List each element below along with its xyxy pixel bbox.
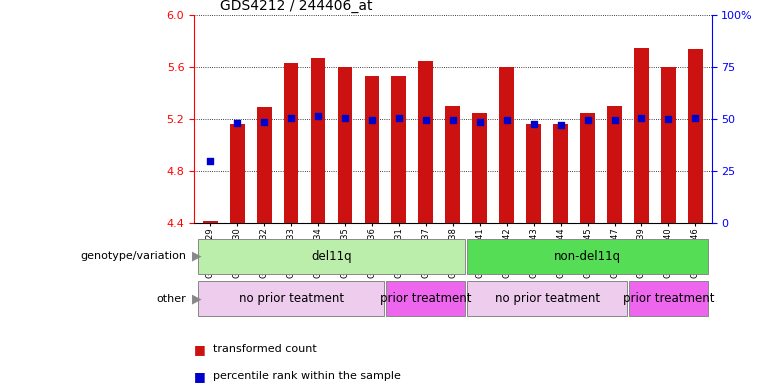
Point — [662, 116, 674, 122]
Bar — [467, 239, 708, 274]
Point — [447, 117, 459, 123]
Text: non-del11q: non-del11q — [554, 250, 621, 263]
Point — [258, 119, 270, 125]
Point — [501, 117, 513, 123]
Bar — [580, 113, 595, 223]
Bar — [661, 67, 676, 223]
Bar — [634, 48, 649, 223]
Text: transformed count: transformed count — [213, 344, 317, 354]
Bar — [391, 76, 406, 223]
Point — [393, 115, 405, 121]
Text: prior treatment: prior treatment — [622, 292, 714, 305]
Text: GDS4212 / 244406_at: GDS4212 / 244406_at — [220, 0, 372, 13]
Bar — [499, 67, 514, 223]
Text: no prior teatment: no prior teatment — [238, 292, 344, 305]
Point — [204, 157, 216, 164]
Text: del11q: del11q — [311, 250, 352, 263]
Text: ▶: ▶ — [192, 292, 202, 305]
Bar — [284, 63, 298, 223]
Point — [635, 115, 648, 121]
Text: other: other — [157, 293, 186, 304]
Bar — [256, 108, 272, 223]
Bar — [198, 281, 384, 316]
Point — [527, 121, 540, 127]
Point — [555, 122, 567, 128]
Point — [608, 117, 620, 123]
Point — [581, 117, 594, 123]
Point — [689, 115, 702, 121]
Bar — [310, 58, 326, 223]
Bar — [203, 222, 218, 223]
Bar — [607, 106, 622, 223]
Bar — [365, 76, 379, 223]
Point — [420, 117, 432, 123]
Bar — [553, 124, 568, 223]
Text: genotype/variation: genotype/variation — [81, 251, 186, 262]
Bar — [527, 124, 541, 223]
Bar — [467, 281, 627, 316]
Text: prior treatment: prior treatment — [380, 292, 472, 305]
Point — [339, 115, 351, 121]
Bar — [338, 67, 352, 223]
Point — [231, 120, 244, 126]
Point — [473, 119, 486, 125]
Bar — [688, 49, 702, 223]
Bar — [230, 124, 244, 223]
Text: ▶: ▶ — [192, 250, 202, 263]
Bar — [629, 281, 708, 316]
Text: ■: ■ — [194, 370, 205, 383]
Bar — [419, 61, 433, 223]
Bar — [198, 239, 465, 274]
Point — [312, 113, 324, 119]
Point — [285, 115, 297, 121]
Bar — [473, 113, 487, 223]
Text: no prior teatment: no prior teatment — [495, 292, 600, 305]
Bar — [445, 106, 460, 223]
Text: percentile rank within the sample: percentile rank within the sample — [213, 371, 401, 381]
Point — [366, 117, 378, 123]
Bar — [387, 281, 465, 316]
Text: ■: ■ — [194, 343, 205, 356]
